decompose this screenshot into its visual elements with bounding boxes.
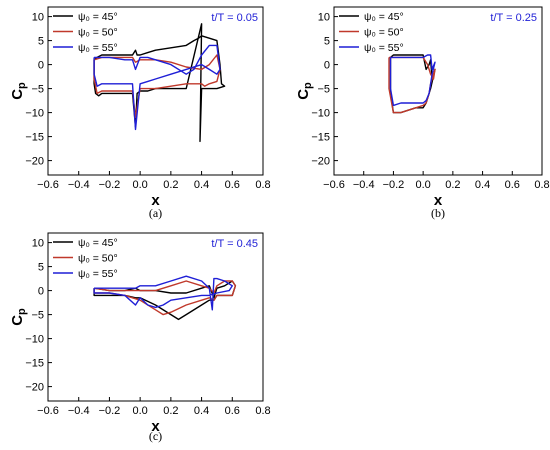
chart-2-y-tick-label-2: 0 (38, 286, 44, 298)
chart-2-legend-label-0: ψ₀ = 45° (78, 237, 118, 249)
chart-0-legend-label-2: ψ₀ = 55° (78, 42, 118, 54)
chart-2-y-axis-label-main: C (9, 315, 26, 326)
chart-1-x-tick-label-6: 0.6 (505, 179, 520, 191)
chart-0-series-line-0 (93, 23, 226, 143)
chart-panel-1: −0.6 −0.4 −0.2 0.0 0.2 0.4 0.6 0.8 10 5 0 −5 −10 −15 −… (295, 6, 550, 220)
chart-1-legend-label-2: ψ₀ = 55° (364, 42, 404, 54)
chart-0-y-tick-label-6: −20 (25, 156, 44, 168)
chart-1-plot-frame (333, 6, 543, 176)
chart-0-x-tick-label-6: 0.6 (225, 179, 240, 191)
chart-2-x-axis-label: x (151, 418, 160, 435)
chart-1-legend-label-0: ψ₀ = 45° (364, 11, 404, 23)
chart-2-y-axis-label: Cp (9, 308, 28, 326)
chart-0-y-axis-label-sub: p (16, 82, 28, 89)
chart-1-y-axis-label-sub: p (302, 82, 314, 89)
chart-0-x-tick-label-5: 0.4 (194, 179, 209, 191)
chart-1-y-axis-label-main: C (295, 89, 312, 100)
chart-0-x-tick-label-7: 0.8 (255, 179, 270, 191)
chart-2-y-tick-label-5: −15 (25, 358, 44, 370)
chart-2-x-tick-label-7: 0.8 (255, 405, 270, 417)
chart-2-y-tick-label-0: 10 (32, 238, 44, 250)
chart-1-y-tick-label-4: −10 (311, 108, 330, 120)
chart-2-y-tick-label-6: −20 (25, 382, 44, 394)
chart-1-x-tick-label-0: −0.6 (323, 179, 345, 191)
chart-0-x-tick-label-1: −0.4 (68, 179, 90, 191)
chart-0-plot-frame (47, 6, 264, 176)
chart-0-series-line-2 (93, 44, 221, 131)
chart-2-x-tick-label-2: −0.2 (99, 405, 121, 417)
chart-2-legend-label-1: ψ₀ = 50° (78, 253, 118, 265)
chart-panel-2: −0.6 −0.4 −0.2 0.0 0.2 0.4 0.6 0.8 10 5 0 −5 −10 −15 −… (9, 232, 271, 443)
chart-1-y-tick-label-0: 10 (318, 12, 330, 24)
chart-2-x-tick-label-0: −0.6 (37, 405, 59, 417)
chart-2-y-tick-label-1: 5 (38, 262, 44, 274)
chart-2-caption: (c) (149, 429, 162, 443)
chart-0-x-tick-label-2: −0.2 (99, 179, 121, 191)
chart-2-x-tick-label-4: 0.2 (163, 405, 178, 417)
chart-0-x-tick-label-3: 0.0 (132, 179, 147, 191)
chart-1-x-tick-label-1: −0.4 (353, 179, 375, 191)
chart-2-x-tick-label-3: 0.0 (132, 405, 147, 417)
chart-1-x-tick-label-2: −0.2 (383, 179, 405, 191)
chart-0-legend-label-0: ψ₀ = 45° (78, 11, 118, 23)
chart-0-y-tick-label-3: −5 (31, 84, 44, 96)
chart-panel-0: −0.6 −0.4 −0.2 0.0 0.2 0.4 0.6 0.8 10 5 0 −5 −10 −15 −… (9, 6, 271, 220)
chart-0-time-annotation: t/T = 0.05 (211, 12, 258, 24)
chart-1-x-tick-label-4: 0.2 (445, 179, 460, 191)
chart-1-y-axis-label: Cp (295, 82, 314, 100)
chart-1-x-axis-label: x (434, 192, 443, 209)
chart-2-y-tick-label-4: −10 (25, 334, 44, 346)
chart-1-x-tick-label-5: 0.4 (475, 179, 490, 191)
chart-1-y-tick-label-1: 5 (324, 36, 330, 48)
chart-2-x-tick-label-5: 0.4 (194, 405, 209, 417)
chart-1-x-tick-label-7: 0.8 (534, 179, 549, 191)
chart-2-x-tick-label-1: −0.4 (68, 405, 90, 417)
chart-0-y-tick-label-2: 0 (38, 60, 44, 72)
chart-1-y-tick-label-2: 0 (324, 60, 330, 72)
chart-0-legend-label-1: ψ₀ = 50° (78, 27, 118, 39)
chart-1-x-tick-label-3: 0.0 (415, 179, 430, 191)
chart-0-x-tick-label-4: 0.2 (163, 179, 178, 191)
chart-0-x-axis-label: x (151, 192, 160, 209)
chart-1-series-line-2 (389, 54, 436, 107)
chart-2-plot-frame (47, 232, 264, 402)
chart-0-y-tick-label-4: −10 (25, 108, 44, 120)
chart-2-x-tick-label-6: 0.6 (225, 405, 240, 417)
chart-1-y-tick-label-6: −20 (311, 156, 330, 168)
chart-1-y-tick-label-5: −15 (311, 132, 330, 144)
chart-2-legend-label-2: ψ₀ = 55° (78, 268, 118, 280)
chart-2-y-tick-label-3: −5 (31, 310, 44, 322)
chart-0-y-tick-label-0: 10 (32, 12, 44, 24)
chart-2-series-line-2 (93, 275, 234, 311)
chart-0-y-axis-label: Cp (9, 82, 28, 100)
chart-0-series-line-1 (93, 54, 221, 119)
chart-0-x-tick-label-0: −0.6 (37, 179, 59, 191)
chart-1-y-tick-label-3: −5 (317, 84, 330, 96)
chart-2-time-annotation: t/T = 0.45 (211, 238, 258, 250)
chart-0-caption: (a) (149, 206, 162, 220)
chart-0-y-tick-label-5: −15 (25, 132, 44, 144)
chart-2-y-axis-label-sub: p (16, 308, 28, 315)
chart-1-time-annotation: t/T = 0.25 (490, 12, 537, 24)
chart-0-y-axis-label-main: C (9, 89, 26, 100)
chart-0-y-tick-label-1: 5 (38, 36, 44, 48)
chart-1-legend-label-1: ψ₀ = 50° (364, 27, 404, 39)
chart-1-caption: (b) (431, 206, 445, 220)
